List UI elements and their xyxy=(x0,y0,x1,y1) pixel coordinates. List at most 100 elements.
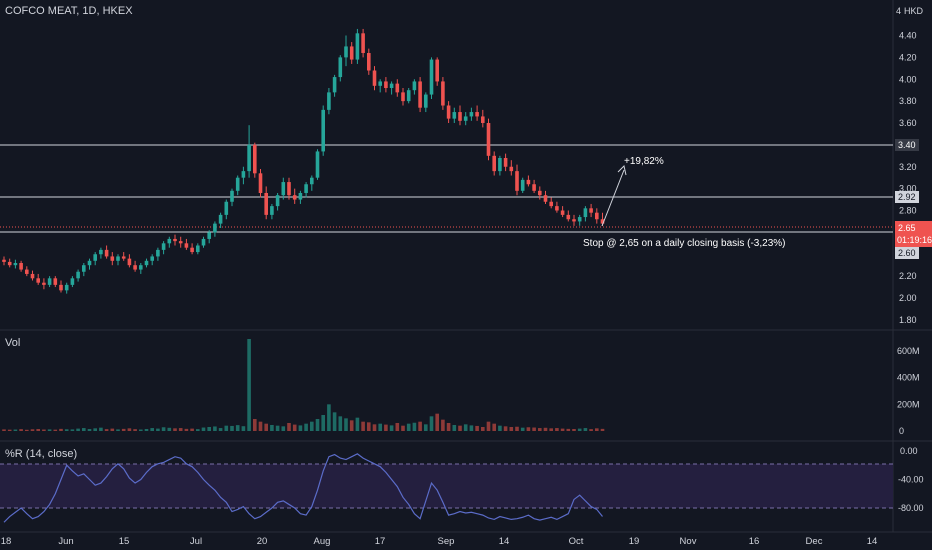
volume-bar xyxy=(270,425,274,431)
volume-bar xyxy=(452,425,457,431)
candle-body xyxy=(241,171,246,178)
date-tick-label: Oct xyxy=(569,536,584,547)
volume-bar xyxy=(361,421,365,431)
volume-bar xyxy=(589,429,593,431)
wr-tick-label: 0.00 xyxy=(900,446,918,456)
volume-bar xyxy=(298,425,303,431)
volume-bar xyxy=(213,426,217,431)
candle-body xyxy=(481,116,485,123)
volume-bar xyxy=(36,429,40,431)
volume-bar xyxy=(161,427,166,431)
date-tick-label: 20 xyxy=(257,536,268,547)
volume-bar xyxy=(30,429,35,431)
candle-body xyxy=(270,206,274,215)
price-tick-label: 3.80 xyxy=(899,96,917,106)
candle-body xyxy=(395,83,400,93)
volume-bar xyxy=(332,412,337,431)
candle-body xyxy=(25,269,29,274)
candle-body xyxy=(549,201,553,207)
candle-body xyxy=(498,158,502,172)
price-tick-label: 4.40 xyxy=(899,31,917,41)
candle-body xyxy=(116,256,120,261)
volume-bar xyxy=(441,419,445,431)
candle-body xyxy=(526,179,531,185)
date-tick-label: Aug xyxy=(314,536,331,547)
price-tick-label: 1.80 xyxy=(899,315,917,325)
tag-292-bg xyxy=(895,191,919,203)
candle-body xyxy=(361,33,365,53)
tag-340: 3.40 xyxy=(898,140,916,150)
tag-292: 2.92 xyxy=(898,192,916,202)
volume-bar xyxy=(418,421,422,431)
candle-body xyxy=(82,265,86,272)
candle-body xyxy=(389,83,394,88)
candle-body xyxy=(139,265,143,270)
wr-label[interactable]: %R (14, close) xyxy=(5,448,78,460)
volume-bar xyxy=(321,415,325,431)
volume-bar xyxy=(367,422,371,431)
candle-body xyxy=(560,210,565,215)
candle-body xyxy=(167,238,172,244)
volume-bar xyxy=(338,416,343,431)
candle-body xyxy=(520,179,525,191)
volume-bar xyxy=(310,421,314,431)
volume-bar xyxy=(93,428,97,431)
candle-body xyxy=(184,243,189,248)
volume-bar xyxy=(64,429,69,431)
candle-body xyxy=(321,109,325,152)
candle-body xyxy=(406,90,411,102)
candle-body xyxy=(355,33,360,60)
volume-bar xyxy=(349,420,354,431)
candle-body xyxy=(367,53,371,71)
candle-body xyxy=(503,158,508,167)
volume-bar xyxy=(498,425,502,431)
volume-bar xyxy=(253,419,257,431)
price-tick-label: 4.00 xyxy=(899,74,917,84)
volume-bar xyxy=(446,423,451,431)
candle-body xyxy=(144,260,149,266)
volume-bar xyxy=(13,429,18,431)
volume-bar xyxy=(247,339,251,431)
volume-label[interactable]: Vol xyxy=(5,337,21,349)
candle-body xyxy=(161,243,166,250)
candle-body xyxy=(572,219,576,222)
date-tick-label: 15 xyxy=(119,536,130,547)
candle-body xyxy=(42,282,46,285)
price-axis-ticks: 4.40 4.20 4.00 3.80 3.60 3.40 3.20 3.00 2.80 2.60… xyxy=(899,31,917,325)
candle-body xyxy=(515,171,519,191)
candle-body xyxy=(178,241,183,244)
date-tick-label: 19 xyxy=(629,536,640,547)
volume-bar xyxy=(281,426,286,431)
candle-body xyxy=(532,184,536,191)
candle-body xyxy=(53,278,58,285)
candles-group xyxy=(2,28,605,294)
candle-body xyxy=(36,278,40,283)
volume-bar xyxy=(475,425,479,431)
volume-bar xyxy=(532,427,536,431)
symbol-title[interactable]: COFCO MEAT, 1D, HKEX xyxy=(5,5,133,17)
candle-body xyxy=(349,46,354,60)
volume-bar xyxy=(133,429,137,431)
volume-bar xyxy=(264,423,268,431)
volume-bar xyxy=(116,429,120,431)
volume-bar xyxy=(218,428,223,431)
candle-body xyxy=(224,201,229,215)
volume-bar xyxy=(178,428,183,431)
candle-body xyxy=(446,105,451,119)
volume-bar xyxy=(7,429,12,431)
candle-body xyxy=(458,112,462,121)
volume-bar xyxy=(104,429,109,431)
target-arrow[interactable] xyxy=(601,169,625,227)
price-tick-label: 2.20 xyxy=(899,271,917,281)
candle-body xyxy=(201,238,206,246)
target-annotation[interactable]: +19,82% xyxy=(624,156,664,167)
candle-body xyxy=(2,259,6,262)
candle-body xyxy=(150,256,154,261)
volume-bar xyxy=(258,421,263,431)
date-tick-label: Dec xyxy=(806,536,823,547)
candle-body xyxy=(47,278,52,285)
target-arrow-head xyxy=(617,165,627,176)
date-tick-label: 14 xyxy=(867,536,878,547)
stop-annotation[interactable]: Stop @ 2,65 on a daily closing basis (-3… xyxy=(583,238,785,249)
